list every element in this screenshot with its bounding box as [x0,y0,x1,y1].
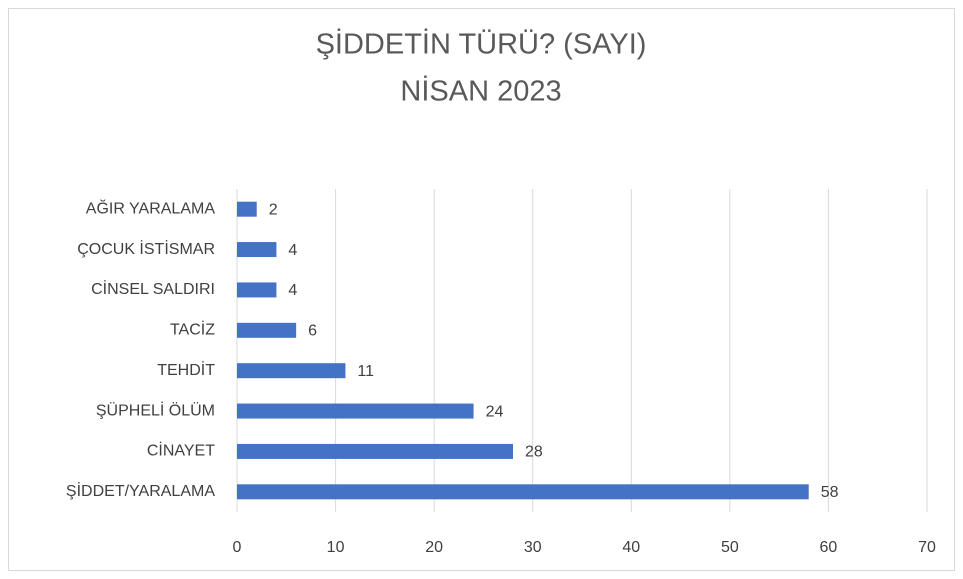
y-tick-label: ŞÜPHELİ ÖLÜM [96,400,215,419]
x-tick-label: 0 [233,539,242,556]
bar [237,403,474,419]
data-label: 4 [288,242,297,259]
data-label: 2 [269,201,278,218]
y-tick-label: CİNAYET [147,441,215,460]
y-tick-label: ŞİDDET/YARALAMA [66,481,215,500]
y-tick-label: ÇOCUK İSTİSMAR [77,239,215,258]
bar [237,363,346,379]
chart-subtitle: NİSAN 2023 [400,75,561,108]
chart-title: ŞİDDETİN TÜRÜ? (SAYI) [316,28,647,61]
data-label: 28 [525,444,543,461]
bar [237,201,257,217]
x-tick-label: 50 [721,539,739,556]
bar [237,322,297,338]
data-label: 6 [308,323,317,340]
y-tick-label: CİNSEL SALDIRI [91,279,215,298]
bar [237,282,277,298]
data-label: 24 [486,403,504,420]
chart-frame [8,8,955,571]
bar [237,443,513,459]
data-label: 58 [821,484,839,501]
data-label: 11 [357,363,374,380]
data-label: 4 [288,282,297,299]
x-tick-label: 20 [425,539,443,556]
x-tick-label: 60 [820,539,838,556]
y-tick-label: AĞIR YARALAMA [86,198,216,217]
x-tick-label: 70 [918,539,936,556]
y-tick-label: TEHDİT [157,360,215,379]
x-tick-label: 40 [622,539,640,556]
x-tick-label: 10 [327,539,345,556]
bar [237,484,809,500]
y-tick-label: TACİZ [170,320,215,339]
x-tick-label: 30 [524,539,542,556]
bar [237,242,277,258]
